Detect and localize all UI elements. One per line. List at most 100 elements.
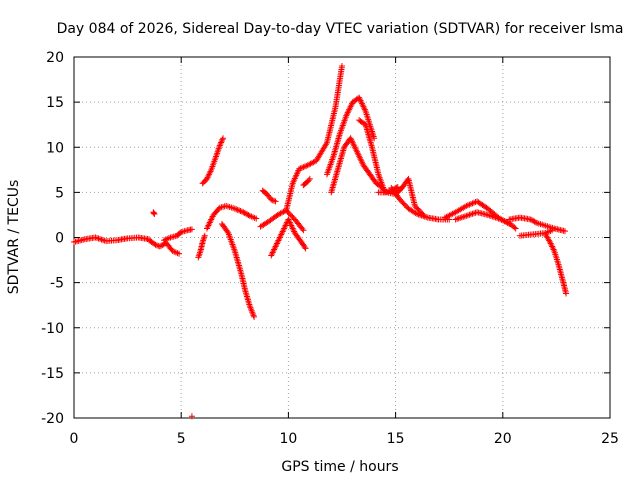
data-point: [237, 208, 244, 215]
series-arc-mid-7h: [203, 202, 260, 232]
data-point: [196, 251, 203, 258]
data-point: [532, 219, 539, 226]
y-tick-label: -15: [41, 366, 64, 382]
data-point: [461, 213, 468, 220]
data-point: [299, 225, 306, 232]
y-tick-labels: -20 -15 -10 -5 0 5 10 15 20: [41, 50, 64, 427]
data-point: [371, 135, 378, 142]
chart-title: Day 084 of 2026, Sidereal Day-to-day VTE…: [57, 21, 624, 37]
x-tick-label: 25: [601, 431, 619, 447]
data-point: [244, 211, 251, 218]
series-arc-18h-b: [452, 209, 519, 232]
data-point: [530, 217, 537, 224]
data-point: [150, 210, 157, 217]
data-series: [71, 63, 570, 420]
data-point: [93, 235, 100, 242]
data-point: [460, 213, 467, 220]
data-point: [301, 244, 308, 251]
data-point: [176, 250, 183, 257]
data-point: [217, 141, 224, 148]
data-point: [412, 210, 419, 217]
data-point: [467, 211, 474, 218]
series-arc-rise-6h: [199, 135, 227, 187]
data-point: [511, 224, 518, 231]
data-point: [92, 234, 99, 241]
data-point: [188, 413, 195, 420]
data-point: [201, 232, 208, 239]
data-point: [158, 242, 165, 249]
y-tick-label: 5: [55, 185, 64, 201]
data-point: [528, 217, 535, 224]
series-arc-9h-a: [259, 187, 279, 205]
data-point: [549, 227, 556, 234]
data-point: [393, 184, 400, 191]
data-point: [305, 177, 312, 184]
y-tick-label: 10: [46, 140, 64, 156]
data-point: [245, 212, 252, 219]
data-point: [238, 208, 245, 215]
series-arc-10h-rise: [283, 63, 345, 214]
data-point: [300, 227, 307, 234]
data-point: [156, 243, 163, 250]
x-tick-label: 20: [494, 431, 512, 447]
series-arc-11h-small: [300, 175, 313, 189]
data-point: [240, 209, 247, 216]
data-point: [466, 211, 473, 218]
series-arc-outlier-a: [150, 209, 158, 218]
data-point: [306, 175, 313, 182]
series-arc-fall-7h: [218, 220, 258, 320]
data-point: [177, 229, 184, 236]
data-point: [297, 165, 304, 172]
data-point: [98, 236, 105, 243]
grid-lines: [74, 57, 610, 418]
y-tick-label: -20: [41, 411, 64, 427]
y-tick-label: 0: [55, 231, 64, 247]
series-arc-12h-a: [323, 94, 378, 178]
series-arc-small-6h: [195, 232, 208, 261]
data-point: [253, 215, 260, 222]
data-point: [97, 236, 104, 243]
data-point: [242, 210, 249, 217]
x-tick-label: 0: [70, 431, 79, 447]
data-point: [296, 165, 303, 172]
data-point: [457, 214, 464, 221]
y-tick-label: 20: [46, 50, 64, 66]
data-point: [269, 197, 276, 204]
data-point: [561, 228, 568, 235]
data-point: [302, 245, 309, 252]
data-point: [220, 135, 227, 142]
series-arc-20h: [506, 214, 568, 235]
y-axis-label: SDTVAR / TECUs: [6, 180, 22, 295]
x-tick-label: 5: [177, 431, 186, 447]
data-point: [219, 136, 226, 143]
data-point: [218, 138, 225, 145]
data-point: [271, 197, 278, 204]
series-arc-9h-c: [268, 216, 309, 259]
data-point: [233, 206, 240, 213]
data-point: [241, 209, 248, 216]
y-tick-label: -5: [50, 276, 64, 292]
data-point: [159, 242, 166, 249]
data-point: [152, 241, 159, 248]
data-point: [231, 205, 238, 212]
data-point: [454, 215, 461, 222]
data-point: [218, 139, 225, 146]
data-point: [216, 142, 223, 149]
data-point: [234, 206, 241, 213]
data-point: [298, 164, 305, 171]
data-point: [463, 212, 470, 219]
data-point: [188, 226, 195, 233]
data-point: [200, 235, 207, 242]
data-point: [272, 198, 279, 205]
series-arc-9h-b: [257, 207, 307, 234]
data-point: [455, 215, 462, 222]
data-point: [95, 235, 102, 242]
y-tick-label: -10: [41, 321, 64, 337]
data-point: [484, 211, 491, 218]
data-point: [151, 211, 158, 218]
data-point: [236, 207, 243, 214]
data-point: [469, 210, 476, 217]
data-point: [268, 196, 275, 203]
data-point: [300, 164, 307, 171]
